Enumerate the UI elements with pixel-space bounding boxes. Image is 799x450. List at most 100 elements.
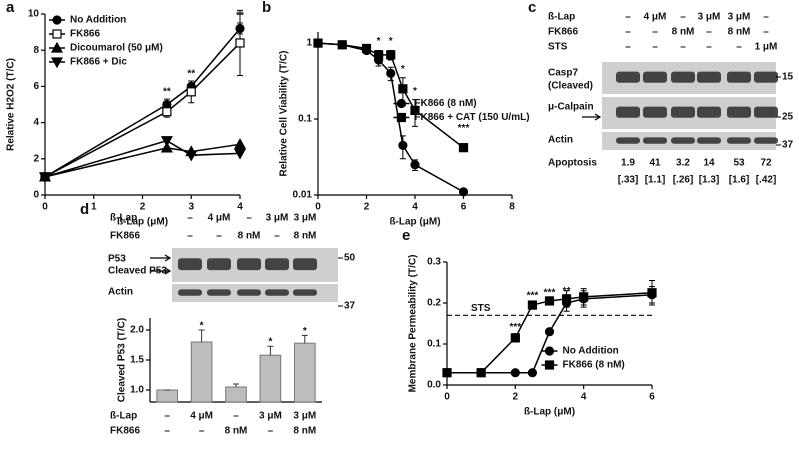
reference-label: STS <box>471 303 491 314</box>
treatment-label: 4 μM <box>208 213 231 224</box>
treatment-label: – <box>763 12 769 23</box>
panel-label: c <box>528 0 536 16</box>
x-axis-label: ß-Lap (μM) <box>524 407 575 418</box>
legend-label: FK866 (8 nM) <box>414 98 476 109</box>
category-label: 8 nM <box>293 426 316 437</box>
treatment-name: FK866 <box>548 27 578 38</box>
apoptosis-label: Apoptosis <box>548 158 597 169</box>
band <box>643 137 667 144</box>
point <box>313 38 323 48</box>
legend-label: FK866 + Dic <box>70 57 127 68</box>
y-axis-label: Membrane Permeability (T/C) <box>408 255 419 393</box>
x-tick-label: 1 <box>91 202 97 213</box>
treatment-label: – <box>625 42 631 53</box>
x-tick-label: 0 <box>42 202 48 213</box>
treatment-name: FK866 <box>110 231 140 242</box>
band <box>178 289 202 296</box>
annotation: ** <box>163 86 171 97</box>
error-bar <box>198 329 205 342</box>
legend-label: FK866 + CAT (150 U/mL) <box>414 112 529 123</box>
treatment-label: – <box>187 231 193 242</box>
y-axis-label: Relative Cell Viability (T/C) <box>279 51 290 177</box>
annotation: *** <box>527 290 539 301</box>
treatment-label: – <box>652 42 658 53</box>
treatment-label: 8 nM <box>238 231 261 242</box>
y-tick-label: 0 <box>33 190 39 201</box>
error-bar <box>233 383 239 387</box>
band-label: Actin <box>108 287 133 298</box>
category-label: – <box>199 426 205 437</box>
treatment-label: 3 μM <box>698 12 721 23</box>
point <box>647 288 657 298</box>
apoptosis-bracket: [1.6] <box>729 175 750 186</box>
annotation: * <box>413 86 417 97</box>
point <box>527 368 538 378</box>
point <box>579 292 589 302</box>
band <box>643 71 667 83</box>
treatment-name: STS <box>548 42 568 53</box>
band <box>616 106 640 118</box>
point <box>410 160 420 170</box>
annotation: * <box>303 326 307 337</box>
category-row-name: ß-Lap <box>110 411 137 422</box>
legend-marker <box>396 98 407 109</box>
bar <box>225 386 247 403</box>
y-tick-label: 10 <box>28 9 40 20</box>
band <box>616 137 640 144</box>
point <box>160 141 173 153</box>
bar <box>156 389 179 403</box>
arrow <box>150 267 172 275</box>
treatment-label: – <box>625 12 631 23</box>
category-label: – <box>268 426 274 437</box>
band-label: (Cleaved) <box>548 81 593 92</box>
point <box>233 138 247 149</box>
annotation: * <box>377 36 381 47</box>
point <box>561 294 572 304</box>
point <box>233 148 247 160</box>
legend-label: No Addition <box>563 346 619 357</box>
category-label: – <box>164 411 170 422</box>
point <box>337 40 347 50</box>
treatment-label: – <box>652 27 658 38</box>
apoptosis-value: 41 <box>649 158 661 169</box>
point <box>386 50 396 60</box>
y-tick-label: 8 <box>33 45 39 56</box>
point <box>398 84 408 94</box>
annotation: ** <box>187 68 195 79</box>
series-line <box>44 27 241 178</box>
x-tick-label: 2 <box>364 202 370 213</box>
band <box>207 258 231 271</box>
legend-label: FK866 <box>70 29 100 40</box>
point <box>544 296 555 306</box>
apoptosis-bracket: [.26] <box>673 175 694 186</box>
category-row-name: FK866 <box>110 426 140 437</box>
series-line <box>44 42 241 178</box>
point <box>510 368 520 378</box>
x-tick-label: 4 <box>581 392 587 403</box>
band <box>727 71 751 83</box>
y-tick-label: 0.0 <box>427 380 441 391</box>
legend-marker <box>52 29 62 39</box>
treatment-label: 3 μM <box>728 12 751 23</box>
legend-marker <box>396 112 407 123</box>
category-label: – <box>233 411 239 422</box>
band <box>697 137 721 144</box>
panel-label: d <box>80 201 89 218</box>
category-label: – <box>164 426 170 437</box>
treatment-label: – <box>680 42 686 53</box>
band-label: Cleaved P53 <box>108 266 167 277</box>
point <box>410 105 420 115</box>
point <box>186 87 196 97</box>
band <box>754 71 778 83</box>
apoptosis-value: 14 <box>703 158 715 169</box>
band <box>207 289 231 296</box>
point <box>185 150 198 162</box>
point <box>476 368 486 378</box>
point <box>527 300 538 310</box>
treatment-name: ß-Lap <box>110 213 137 224</box>
point <box>162 107 172 117</box>
bar <box>190 341 213 403</box>
annotation: *** <box>509 322 521 333</box>
category-label: 3 μM <box>293 411 316 422</box>
legend-marker <box>50 41 64 53</box>
